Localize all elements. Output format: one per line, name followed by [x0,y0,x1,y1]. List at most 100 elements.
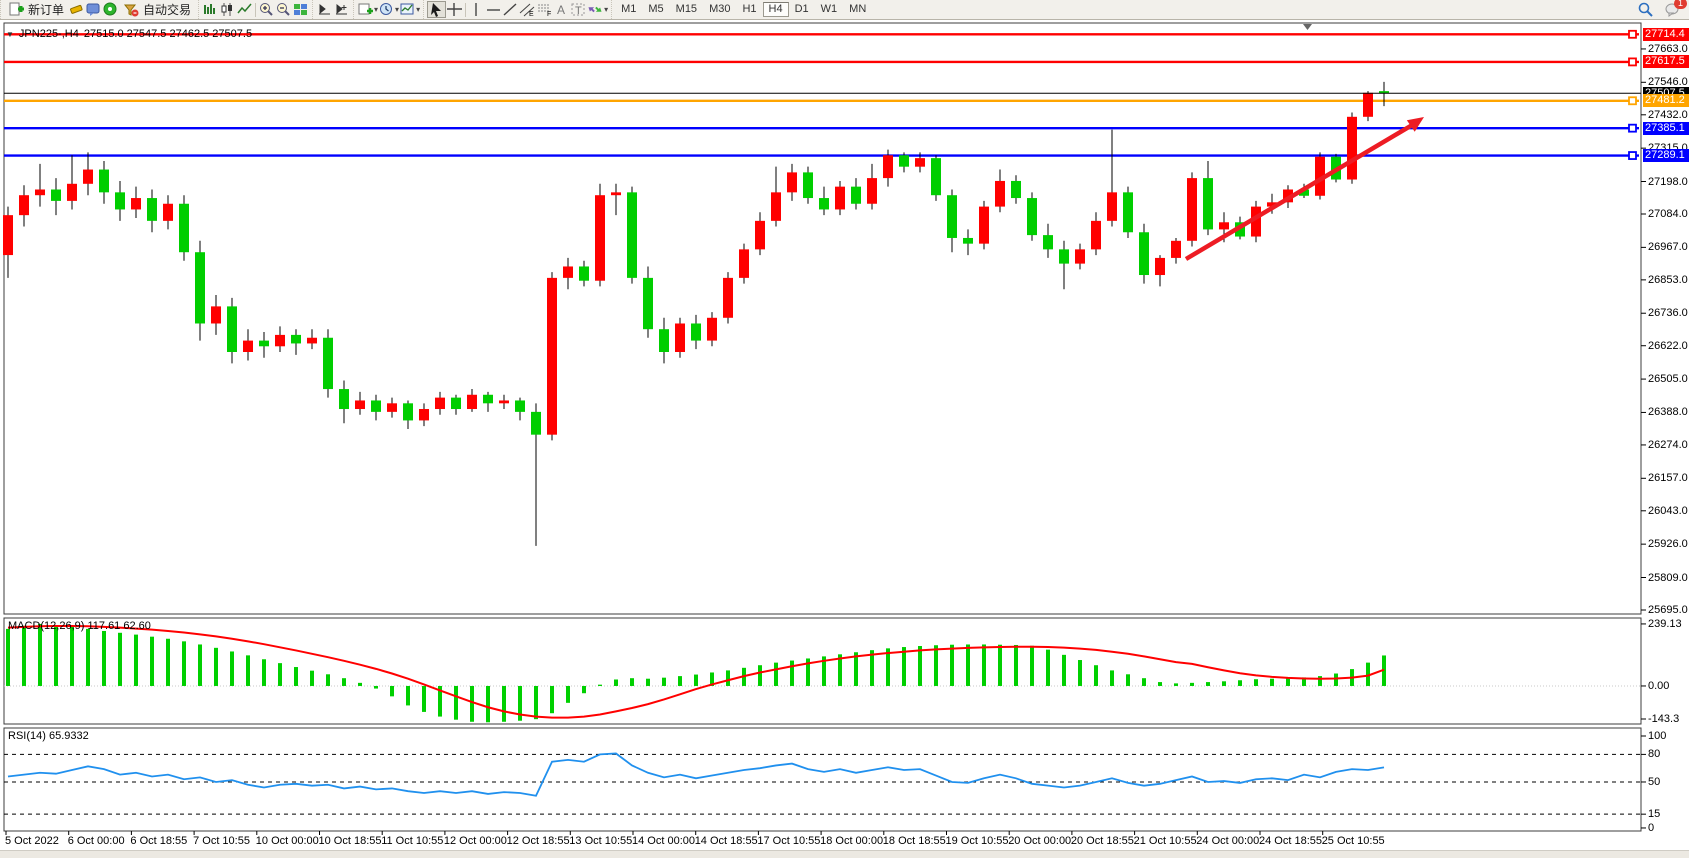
timeframe-button-m1[interactable]: M1 [621,3,637,15]
timeframe-button-h1[interactable]: H1 [742,3,757,15]
candle-body [307,337,317,344]
notifications-icon[interactable]: 1 [1664,0,1687,17]
periods-clock-icon[interactable] [378,2,395,17]
tile-windows-icon[interactable] [292,2,309,17]
cursor-icon[interactable] [427,1,447,18]
price-tick-26274.0: 26274.0 [1648,438,1688,451]
chat-icon[interactable] [85,2,102,17]
time-label: 21 Oct 10:55 [1133,835,1197,847]
hline-handle[interactable] [1628,123,1637,133]
candle-body [435,397,445,410]
macd-histogram-bar [1238,680,1242,686]
candle-body [915,158,925,167]
bar-chart-icon[interactable] [202,2,219,17]
timeframe-button-m30[interactable]: M30 [709,3,731,15]
macd-histogram-bar [1174,683,1178,686]
fibonacci-icon[interactable]: F [536,2,553,17]
hline-handle[interactable] [1628,57,1637,67]
price-line-badge-27714.4: 27714.4 [1643,27,1689,41]
zoom-in-icon[interactable] [258,2,275,17]
template-icon[interactable] [399,2,416,17]
candle-body [403,403,413,421]
separator [465,2,467,17]
auto-scroll-icon[interactable] [316,2,333,17]
search-icon[interactable] [1637,2,1654,17]
crosshair-icon[interactable] [446,2,463,17]
timeframe-button-m5[interactable]: M5 [648,3,664,15]
indicator-dropdown-arrow[interactable]: ▾ [374,5,379,14]
crayon-icon[interactable] [68,2,85,17]
timeframe-button-d1[interactable]: D1 [794,3,809,15]
zoom-out-icon[interactable] [275,2,292,17]
macd-histogram-bar [774,662,778,686]
macd-histogram-bar [806,658,810,686]
arrows-dropdown-arrow[interactable]: ▾ [604,5,609,14]
new-order-label: 新订单 [28,3,65,17]
auto-trading-button[interactable]: 自动交易 [119,1,195,18]
line-chart-icon[interactable] [236,2,253,17]
candle-body [211,306,221,324]
hline-handle[interactable] [1628,29,1637,39]
signal-icon[interactable] [102,2,119,17]
arrow-head[interactable] [1406,117,1424,132]
macd-pane-border [3,617,1642,725]
macd-histogram-bar [614,679,618,686]
vertical-line-icon[interactable] [468,2,485,17]
macd-histogram-bar [966,644,970,686]
time-label: 25 Oct 10:55 [1321,835,1385,847]
macd-histogram-bar [454,685,458,720]
macd-histogram-bar [1334,673,1338,686]
candle-body [67,183,77,201]
candle-body [1299,189,1309,196]
macd-histogram-bar [678,676,682,686]
candle-body [1059,249,1069,264]
price-tick-27663.0: 27663.0 [1648,42,1688,55]
horizontal-line-icon[interactable] [485,2,502,17]
macd-histogram-bar [1142,678,1146,686]
chart-shift-marker[interactable] [1303,24,1312,30]
chart-shift-icon[interactable] [333,2,350,17]
toolbar-group-objects: E F A T ▾ [423,0,611,19]
price-tick-27432.0: 27432.0 [1648,108,1688,121]
text-label-tool-icon[interactable]: T [570,2,587,17]
macd-histogram-bar [342,678,346,686]
equidistant-channel-icon[interactable]: E [519,2,536,17]
trendline-icon[interactable] [502,2,519,17]
time-label: 24 Oct 00:00 [1196,835,1260,847]
macd-histogram-bar [374,685,378,689]
hline-handle[interactable] [1628,151,1637,160]
candle-body [83,169,93,184]
arrow-shaft[interactable] [1184,122,1414,261]
time-label: 10 Oct 00:00 [255,835,319,847]
hline-handle[interactable] [1628,96,1637,106]
macd-histogram-bar [6,628,10,686]
candle-body [819,198,829,210]
candle-body [483,394,493,404]
macd-histogram-bar [934,645,938,686]
candle-body [739,249,749,278]
arrows-tool-icon[interactable] [587,2,604,17]
timeframe-button-m15[interactable]: M15 [675,3,698,15]
new-order-button[interactable]: 新订单 [4,1,68,18]
candlestick-chart-icon[interactable] [219,2,236,17]
macd-histogram-bar [662,677,666,686]
chart-area[interactable]: ▼ JPN225-,H4 27515.0 27547.5 27462.5 275… [0,20,1689,858]
symbol-dropdown-icon[interactable]: ▼ [6,29,14,39]
price-tick-25695.0: 25695.0 [1648,604,1688,616]
timeframe-button-mn[interactable]: MN [849,3,867,15]
time-label: 13 Oct 10:55 [569,835,633,847]
candle-body [851,186,861,204]
template-dropdown-arrow[interactable]: ▾ [416,5,421,14]
add-indicator-icon[interactable] [357,2,374,17]
time-label: 24 Oct 18:55 [1259,835,1322,847]
time-label: 20 Oct 18:55 [1070,835,1134,847]
candlesticks [3,81,1389,546]
macd-tick: -143.3 [1648,713,1680,725]
periods-dropdown-arrow[interactable]: ▾ [395,5,400,14]
macd-histogram-bar [246,655,250,686]
timeframe-button-h4[interactable]: H4 [762,2,789,17]
text-tool-icon[interactable]: A [553,2,570,17]
time-label: 20 Oct 00:00 [1008,835,1072,847]
timeframe-button-w1[interactable]: W1 [820,3,838,15]
macd-histogram-bar [22,625,26,686]
